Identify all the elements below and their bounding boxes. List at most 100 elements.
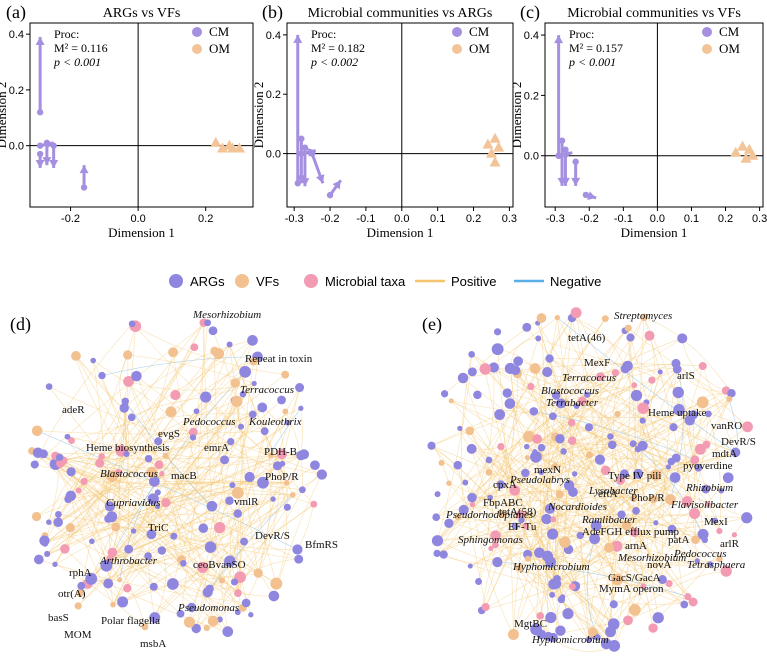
network-node [316, 469, 328, 480]
network-node [672, 386, 684, 399]
network-node [524, 555, 531, 562]
network-node [270, 496, 276, 502]
network-node [224, 555, 236, 568]
network-node [465, 426, 475, 436]
network-node [281, 370, 290, 379]
network-node [124, 544, 134, 554]
positive-edge [109, 407, 126, 507]
positive-edge [435, 317, 573, 518]
positive-edge [536, 438, 555, 563]
positive-edge [59, 457, 299, 560]
panel-2: (b) Microbial communities vs ARGs -0.3 -0.2… [251, 2, 517, 240]
network-label: arnA [625, 540, 647, 552]
positive-edge [75, 355, 155, 482]
positive-edge [108, 463, 283, 520]
network-node [611, 573, 623, 586]
network-node [453, 460, 463, 470]
network-label: GacS/GacA [608, 572, 661, 584]
network-node [467, 492, 477, 503]
network-label: emrA [204, 442, 229, 454]
positive-edge [436, 409, 680, 554]
network-nodes [28, 318, 328, 637]
network-node [444, 518, 454, 528]
network-label: FbpABC [483, 497, 523, 509]
network-node [628, 603, 641, 616]
network-node [585, 636, 593, 643]
plot-frame [286, 22, 514, 208]
network-node [681, 496, 693, 507]
network-node [161, 497, 171, 508]
positive-edge [110, 541, 245, 559]
positive-edge [75, 355, 235, 583]
positive-edge [165, 455, 314, 505]
positive-edge [485, 405, 577, 608]
network-node [200, 391, 212, 403]
om-point [489, 156, 501, 167]
network-node [741, 512, 753, 524]
positive-edge [91, 484, 233, 542]
network-node [523, 430, 535, 443]
positive-edge [613, 466, 669, 647]
network-node [544, 503, 555, 514]
network-node [231, 395, 243, 408]
positive-edge [147, 555, 259, 577]
positive-edge [613, 477, 729, 624]
positive-edge [161, 494, 294, 551]
network-label: Nocardioides [547, 501, 607, 513]
positive-edge [481, 447, 542, 611]
cm-arrowhead [315, 174, 325, 184]
network-node [626, 333, 635, 342]
network-node [711, 517, 719, 524]
positive-edge [632, 443, 711, 565]
network-node [75, 487, 82, 494]
network-node [180, 560, 187, 567]
network-node [56, 459, 65, 468]
positive-edge [257, 387, 300, 574]
network-node [657, 369, 663, 375]
legend-marker-om [452, 44, 462, 54]
network-node [60, 544, 70, 554]
network-node [257, 402, 268, 413]
positive-edge [108, 354, 129, 519]
network-node [515, 510, 526, 520]
positive-edge [621, 514, 704, 535]
positive-edge [472, 497, 553, 535]
network-node [68, 437, 75, 444]
network-node [119, 403, 129, 413]
network-node [229, 482, 236, 489]
positive-edge [621, 328, 631, 515]
positive-edge [448, 514, 747, 524]
positive-edge [214, 350, 252, 615]
negative-edge [497, 561, 688, 598]
network-node [705, 501, 711, 508]
positive-edge [555, 395, 694, 603]
network-node [507, 629, 519, 641]
network-node [234, 589, 242, 597]
x-tick-label: -0.1 [356, 213, 375, 225]
network-node [697, 528, 709, 540]
positive-edge [57, 458, 149, 523]
network-node [157, 546, 167, 555]
network-label: Terrabacter [546, 397, 599, 409]
positive-edge [99, 455, 302, 469]
panel-title: Microbial communities vs VFs [567, 6, 741, 21]
network-node [510, 365, 521, 376]
legend-marker-cm [192, 27, 202, 37]
positive-edge [610, 436, 709, 505]
network-node [536, 313, 547, 323]
positive-edge [82, 481, 109, 520]
network-node [446, 480, 452, 486]
network-label: BfmRS [305, 539, 338, 551]
network-node [545, 611, 557, 624]
positive-edge [471, 379, 653, 498]
positive-edge [173, 322, 209, 537]
positive-edge [527, 457, 747, 519]
network-label: rphA [69, 567, 92, 579]
network-node [684, 593, 692, 601]
network-node [440, 390, 449, 398]
legend-marker-vfs [235, 274, 249, 288]
network-node [577, 396, 587, 406]
positive-edge [471, 448, 711, 565]
positive-edge [541, 413, 618, 448]
x-axis-label: Dimension 1 [621, 225, 688, 240]
